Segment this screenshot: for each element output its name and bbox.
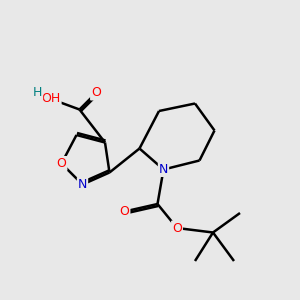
Text: O: O — [120, 205, 129, 218]
Text: O: O — [57, 157, 66, 170]
Text: N: N — [159, 163, 168, 176]
Text: N: N — [78, 178, 87, 191]
Text: H: H — [33, 86, 42, 99]
Text: O: O — [91, 86, 101, 100]
Text: O: O — [172, 221, 182, 235]
Text: OH: OH — [41, 92, 61, 106]
